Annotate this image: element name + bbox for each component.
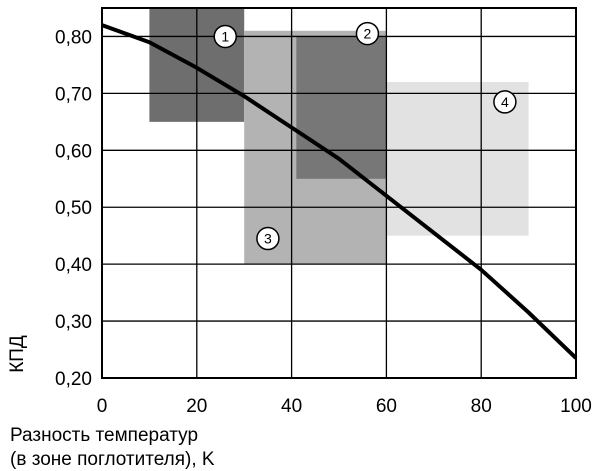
markers-layer: 1 3 4 2 bbox=[213, 21, 517, 251]
region-marker-label: 3 bbox=[264, 231, 272, 247]
region-marker-circle bbox=[355, 21, 380, 46]
region-2 bbox=[296, 36, 387, 179]
x-axis-label-line-1: Разность температур bbox=[10, 425, 198, 446]
y-axis-label: КПД bbox=[7, 335, 28, 373]
y-tick-label: 0,80 bbox=[55, 27, 92, 48]
x-tick-label: 60 bbox=[376, 396, 397, 417]
plot-frame bbox=[101, 7, 577, 379]
region-marker-label: 2 bbox=[364, 26, 372, 42]
region-marker-circle bbox=[213, 24, 237, 49]
x-tick-label: 0 bbox=[97, 396, 108, 417]
ticks-layer: 0,20 0,30 0,40 0,50 0,60 0,70 0,80 0 20 40 60 80 100 bbox=[55, 27, 592, 417]
x-axis-label-line-2: (в зоне поглотителя), K bbox=[10, 449, 215, 470]
y-tick-label: 0,60 bbox=[55, 141, 92, 162]
curve-layer bbox=[101, 23, 578, 360]
region-marker-1: 1 bbox=[213, 24, 237, 49]
y-tick-label: 0,30 bbox=[55, 312, 92, 333]
region-marker-2: 2 bbox=[355, 21, 380, 46]
region-marker-label: 4 bbox=[501, 94, 509, 110]
regions-layer bbox=[149, 8, 529, 265]
region-marker-3: 3 bbox=[256, 226, 280, 251]
y-tick-label: 0,50 bbox=[55, 198, 92, 219]
y-tick-label: 0,70 bbox=[55, 84, 92, 105]
region-marker-4: 4 bbox=[493, 90, 517, 114]
y-tick-label: 0,40 bbox=[55, 255, 92, 276]
efficiency-curve bbox=[101, 23, 578, 360]
y-tick-label: 0,20 bbox=[55, 369, 92, 390]
x-tick-label: 20 bbox=[186, 396, 207, 417]
region-marker-circle bbox=[493, 90, 517, 114]
x-tick-label: 100 bbox=[560, 396, 592, 417]
x-tick-label: 40 bbox=[281, 396, 302, 417]
region-marker-label: 1 bbox=[221, 28, 229, 44]
region-marker-circle bbox=[256, 226, 280, 251]
x-tick-label: 80 bbox=[471, 396, 492, 417]
